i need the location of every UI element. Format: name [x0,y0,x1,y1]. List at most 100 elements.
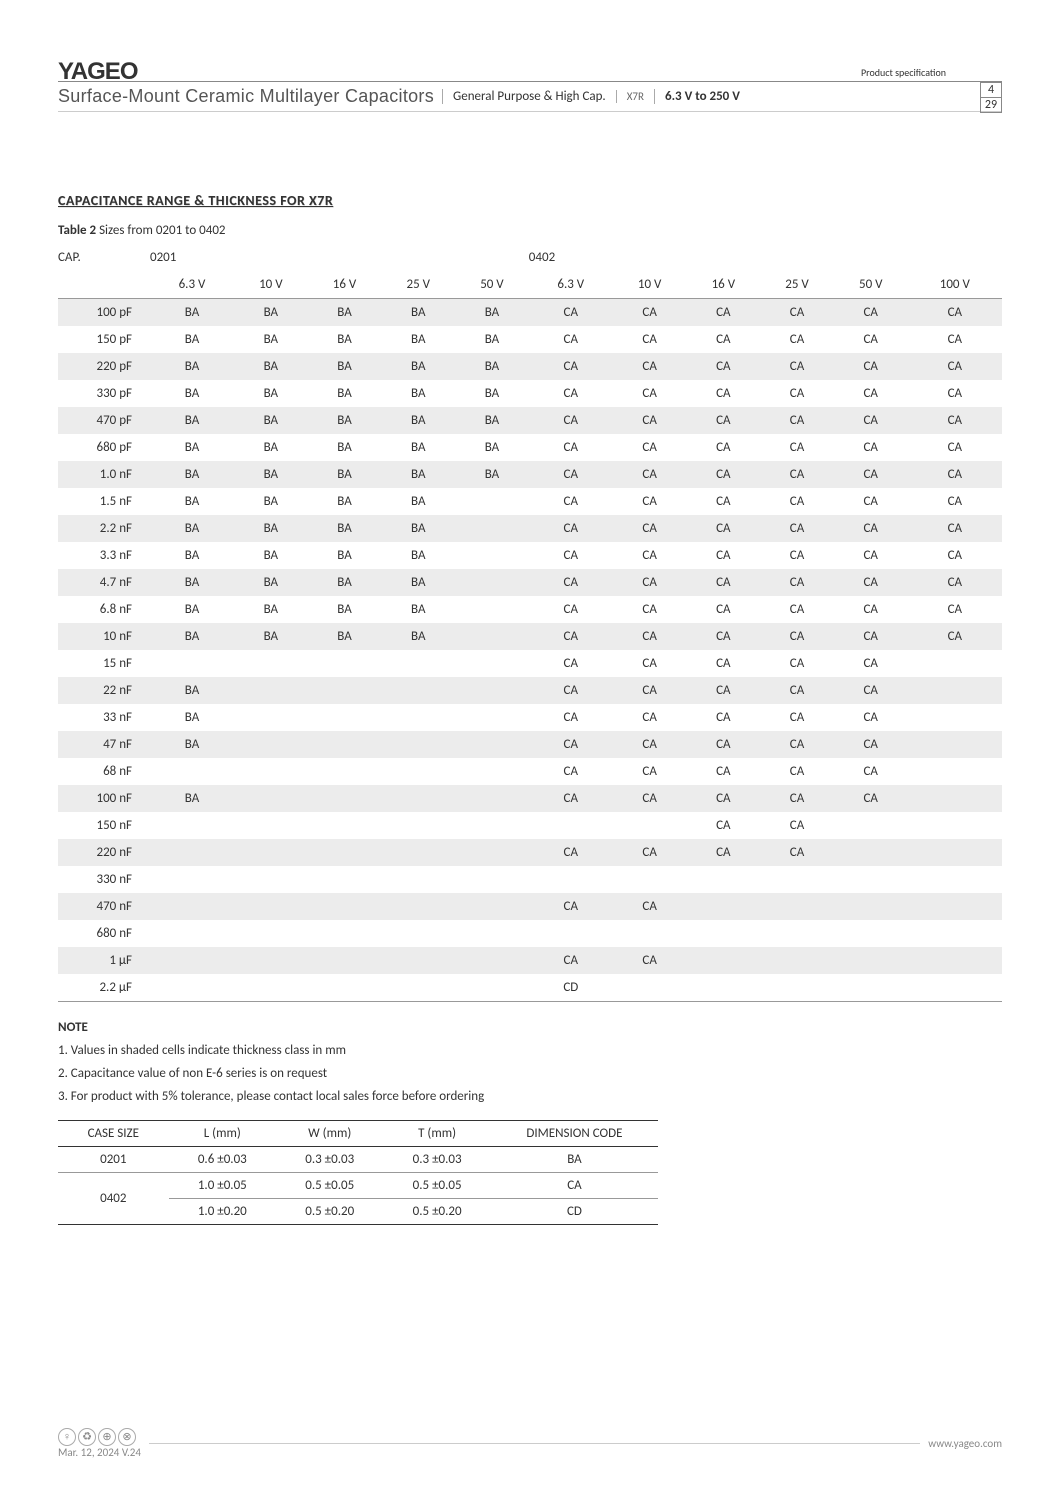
cell: BA [234,353,308,380]
cell: CA [760,299,834,327]
cell [613,866,687,893]
cell [150,650,234,677]
cap-header: CAP. [58,244,150,271]
cell: CA [760,542,834,569]
cell [908,893,1002,920]
cell [529,866,613,893]
cell: CA [613,407,687,434]
cell: BA [150,569,234,596]
header: YAGEO Product specification 4 29 [58,58,1002,82]
cell [308,974,382,1002]
cell: CA [529,407,613,434]
capacitance-table: CAP. 0201 0402 6.3 V 10 V 16 V 25 V 50 V… [58,244,1002,1002]
cell: CA [908,488,1002,515]
cell: CA [529,731,613,758]
cap-value: 680 pF [58,434,150,461]
cell [150,920,234,947]
cell: BA [150,704,234,731]
table-row: 220 nFCACACACA [58,839,1002,866]
cell: CA [760,380,834,407]
cell: CA [613,623,687,650]
cell: BA [308,326,382,353]
cell: CA [529,677,613,704]
cell [308,893,382,920]
cell [234,839,308,866]
product-spec-label: Product specification [861,66,946,79]
cell: BA [308,461,382,488]
cell [908,839,1002,866]
cell: CA [613,596,687,623]
cap-value: 10 nF [58,623,150,650]
cell: CA [529,326,613,353]
cell [381,731,455,758]
cell [908,866,1002,893]
cell: CA [529,785,613,812]
cell: BA [308,380,382,407]
cell [308,866,382,893]
cell [150,866,234,893]
table-row: 68 nFCACACACACA [58,758,1002,785]
cell: CA [760,488,834,515]
table-caption: Table 2 Sizes from 0201 to 0402 [58,223,1002,238]
cell: BA [234,299,308,327]
cell: CA [613,569,687,596]
cell [686,866,760,893]
cell: CA [529,380,613,407]
cell: BA [381,488,455,515]
cell [834,866,908,893]
cell [908,812,1002,839]
table-row: 680 nF [58,920,1002,947]
subhead-seg-2: X7R [616,90,654,103]
cell [455,893,529,920]
cell [381,677,455,704]
cell: CA [908,596,1002,623]
cell: CA [834,353,908,380]
cap-value: 680 nF [58,920,150,947]
subhead-seg-3: 6.3 V to 250 V [654,89,750,104]
cell: BA [234,596,308,623]
dimension-table: CASE SIZE L (mm) W (mm) T (mm) DIMENSION… [58,1120,658,1225]
cell: CA [834,461,908,488]
table-row: 4.7 nFBABABABACACACACACACA [58,569,1002,596]
page-number-top: 4 [980,82,1002,98]
cell: CA [760,731,834,758]
cell: BA [455,407,529,434]
cell: CA [529,758,613,785]
cell: BA [234,461,308,488]
section-title: CAPACITANCE RANGE & THICKNESS FOR X7R [58,192,1002,209]
cell [834,839,908,866]
cell [381,650,455,677]
cell [381,893,455,920]
cell [308,758,382,785]
cell [455,866,529,893]
cell: CA [760,434,834,461]
table-row: 47 nFBACACACACACA [58,731,1002,758]
cell: CA [529,434,613,461]
table-row: 15 nFCACACACACA [58,650,1002,677]
cap-value: 100 nF [58,785,150,812]
table-row: 1.5 nFBABABABACACACACACACA [58,488,1002,515]
dim-row: 0201 0.6 ±0.03 0.3 ±0.03 0.3 ±0.03 BA [58,1147,658,1173]
cell [760,920,834,947]
cell: BA [150,434,234,461]
cell: CA [834,434,908,461]
cell: BA [308,434,382,461]
cell: CA [908,353,1002,380]
cell: CA [613,542,687,569]
cap-value: 68 nF [58,758,150,785]
cell: CA [686,326,760,353]
cap-value: 47 nF [58,731,150,758]
cell [308,839,382,866]
cell [234,677,308,704]
cap-value: 1.0 nF [58,461,150,488]
table-row: 1.0 nFBABABABABACACACACACACA [58,461,1002,488]
cell [908,947,1002,974]
cell [908,650,1002,677]
cell [455,623,529,650]
cell [686,974,760,1002]
cell: BA [150,623,234,650]
cell [455,542,529,569]
cap-value: 470 nF [58,893,150,920]
note-line: 1. Values in shaded cells indicate thick… [58,1043,1002,1058]
cell: CA [529,299,613,327]
